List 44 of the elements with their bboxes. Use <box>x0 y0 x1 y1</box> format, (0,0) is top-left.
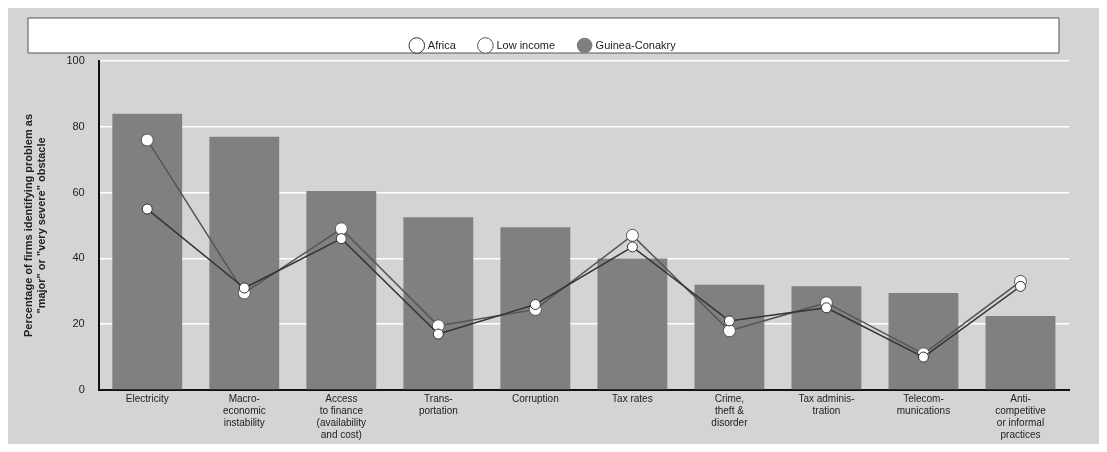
y-tick-label: 0 <box>78 383 85 396</box>
y-tick-label: 80 <box>72 119 85 132</box>
point <box>335 233 347 245</box>
point <box>917 351 929 363</box>
y-tick-label: 60 <box>72 185 85 198</box>
point <box>238 282 250 294</box>
x-tick-label: Access to finance (availability and cost) <box>316 392 367 440</box>
legend-label: Guinea-Conakry <box>595 38 677 51</box>
point <box>820 302 832 314</box>
x-tick-label: Tax adminis- tration <box>798 392 855 416</box>
x-tick-label: Corruption <box>512 392 559 404</box>
y-tick-label: 20 <box>72 317 85 330</box>
bar <box>694 284 765 390</box>
point <box>625 228 639 242</box>
bar <box>209 136 280 390</box>
x-tick-label: Crime, theft & disorder <box>711 392 749 428</box>
bar <box>403 217 474 390</box>
point <box>141 203 153 215</box>
point <box>723 315 735 327</box>
point <box>140 133 154 147</box>
x-tick-label: Macro- economic instability <box>222 392 266 428</box>
point <box>626 241 638 253</box>
point <box>334 222 348 236</box>
y-tick-label: 40 <box>72 251 85 264</box>
point <box>432 328 444 340</box>
point <box>529 298 541 310</box>
x-tick-label: Tax rates <box>612 392 653 404</box>
bar <box>500 227 571 390</box>
y-axis-title: Percentage of firms identifying problem as "major" or "very severe" obstacle <box>21 113 47 338</box>
point <box>722 324 736 338</box>
x-tick-label: Telecom- munications <box>896 392 951 416</box>
point <box>1014 280 1026 292</box>
legend-label: Africa <box>427 38 457 51</box>
x-tick-label: Trans- portation <box>418 392 458 416</box>
x-tick-label: Anti- competitive or informal practices <box>995 392 1047 440</box>
bar <box>791 286 862 390</box>
legend-label: Low income <box>496 38 556 51</box>
bar <box>306 190 377 390</box>
x-tick-label: Electricity <box>125 392 169 404</box>
y-tick-label: 100 <box>66 54 85 67</box>
bar <box>985 315 1056 390</box>
bar <box>888 292 959 390</box>
bar <box>597 258 668 390</box>
bar <box>112 113 183 390</box>
